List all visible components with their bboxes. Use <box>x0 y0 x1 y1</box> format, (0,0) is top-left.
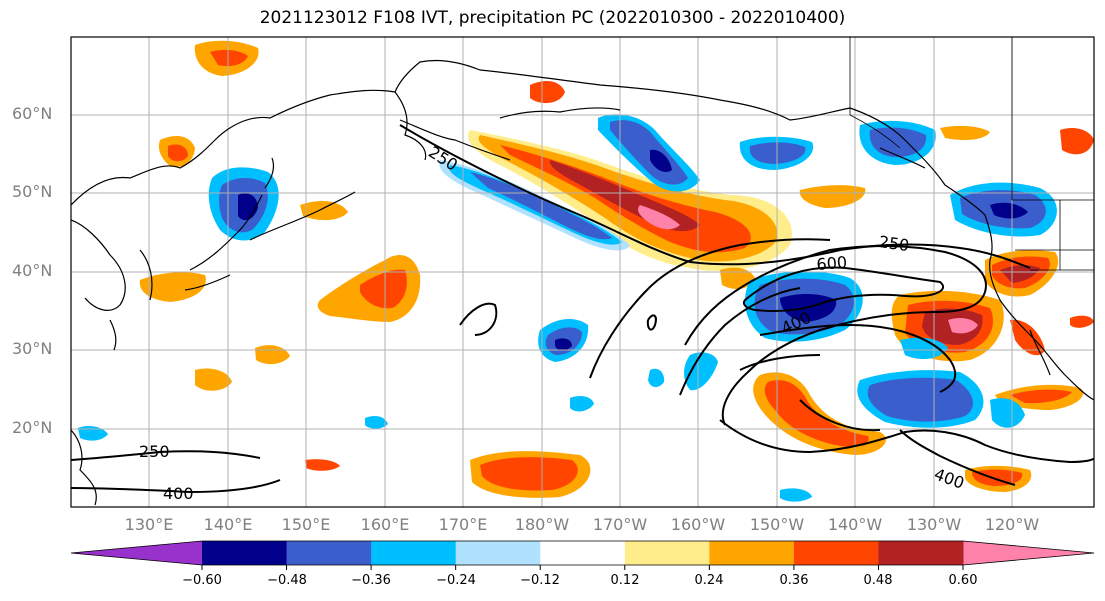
lat-label: 50°N <box>12 182 53 201</box>
lat-label: 20°N <box>12 418 53 437</box>
graticule <box>71 37 1094 507</box>
lon-label: 170°E <box>438 515 488 534</box>
colorbar-tick-label: −0.48 <box>267 573 307 588</box>
lon-label: 150°E <box>281 515 331 534</box>
map-title: 2021123012 F108 IVT, precipitation PC (2… <box>259 8 846 28</box>
lon-label: 140°E <box>203 515 253 534</box>
colorbar-tick-label: −0.36 <box>351 573 391 588</box>
contour-label: 400 <box>163 484 194 503</box>
colorbar-tick-label: −0.12 <box>520 573 560 588</box>
coastlines <box>71 59 1094 506</box>
colorbar-segment <box>624 541 710 565</box>
lon-label: 160°W <box>670 515 726 534</box>
colorbar <box>70 540 1095 570</box>
ivt-contours <box>71 124 1094 494</box>
colorbar-segment <box>202 541 288 565</box>
colorbar-segment <box>371 541 457 565</box>
lon-label: 150°W <box>749 515 805 534</box>
lon-label: 120°W <box>984 515 1040 534</box>
contour-label: 250 <box>139 442 170 461</box>
colorbar-tick-label: 0.24 <box>694 573 724 588</box>
colorbar-tick-label: −0.60 <box>182 573 222 588</box>
colorbar-segment <box>540 541 626 565</box>
colorbar-tick-label: −0.24 <box>436 573 476 588</box>
lon-label: 140°W <box>827 515 883 534</box>
colorbar-segment <box>286 541 372 565</box>
colorbar-tick-label: 0.48 <box>863 573 893 588</box>
colorbar-segment <box>793 541 879 565</box>
map-frame <box>70 36 1095 508</box>
contour-label: 600 <box>816 253 848 275</box>
colorbar-segment <box>878 541 964 565</box>
colorbar-segment <box>455 541 541 565</box>
colorbar-extend-min <box>71 541 202 565</box>
precip-negative-fields <box>78 114 1057 502</box>
lat-label: 60°N <box>12 104 53 123</box>
colorbar-tick-label: 0.60 <box>948 573 978 588</box>
lon-label: 130°E <box>124 515 174 534</box>
lat-label: 40°N <box>12 261 53 280</box>
contour-label: 250 <box>878 232 911 255</box>
lat-label: 30°N <box>12 339 53 358</box>
lon-label: 130°W <box>906 515 962 534</box>
borders <box>849 37 1094 271</box>
lon-label: 170°W <box>592 515 648 534</box>
lon-label: 160°E <box>360 515 410 534</box>
colorbar-extend-max <box>963 541 1094 565</box>
colorbar-tick-label: 0.12 <box>610 573 640 588</box>
colorbar-segment <box>709 541 795 565</box>
lon-label: 180°W <box>514 515 570 534</box>
map-area: 250 250 600 400 400 250 400 <box>71 37 1094 507</box>
colorbar-tick-label: 0.36 <box>779 573 809 588</box>
